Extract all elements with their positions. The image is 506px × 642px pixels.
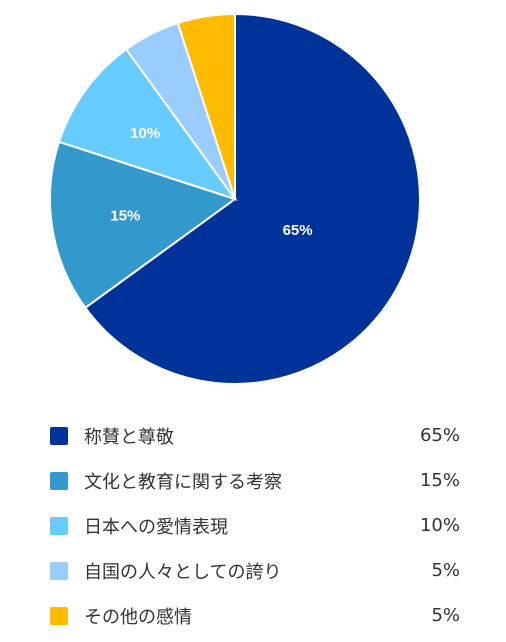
- legend-label: 文化と教育に関する考察: [84, 471, 282, 493]
- pie-slices: [49, 12, 421, 385]
- pie-slice-label-3: 10%: [130, 125, 160, 142]
- pie-slice-3: [57, 47, 238, 201]
- pie-slice-labels: 65% 15% 10%: [110, 125, 312, 239]
- chart-legend: 称賛と尊敬 65% 文化と教育に関する考察 15% 日本への愛情表現 10% 自国の人々とし…: [50, 413, 460, 638]
- legend-swatch: [50, 426, 68, 445]
- legend-item-2: 文化と教育に関する考察 15%: [50, 458, 460, 503]
- legend-label: その他の感情: [84, 606, 192, 628]
- legend-value: 10%: [419, 515, 460, 536]
- legend-label: 自国の人々としての誇り: [84, 561, 282, 583]
- legend-item-4: 自国の人々としての誇り 5%: [50, 548, 460, 593]
- legend-label: 称賛と尊敬: [84, 426, 174, 448]
- legend-value: 65%: [419, 425, 460, 446]
- legend-swatch: [50, 606, 68, 625]
- legend-swatch: [50, 561, 68, 580]
- legend-value: 5%: [431, 560, 460, 581]
- pie-slice-label-1: 65%: [283, 222, 313, 239]
- pie-chart: 65% 15% 10%: [49, 12, 421, 385]
- legend-value: 5%: [431, 605, 460, 626]
- pie-slice-1: [83, 12, 421, 385]
- legend-label: 日本への愛情表現: [84, 516, 228, 538]
- legend-swatch: [50, 471, 68, 490]
- pie-slice-label-2: 15%: [110, 207, 140, 224]
- pie-slice-2: [49, 140, 238, 310]
- legend-item-1: 称賛と尊敬 65%: [50, 413, 460, 458]
- legend-value: 15%: [419, 470, 460, 491]
- legend-item-3: 日本への愛情表現 10%: [50, 503, 460, 548]
- pie-slice-5: [176, 12, 236, 200]
- legend-swatch: [50, 516, 68, 535]
- legend-item-5: その他の感情 5%: [50, 593, 460, 638]
